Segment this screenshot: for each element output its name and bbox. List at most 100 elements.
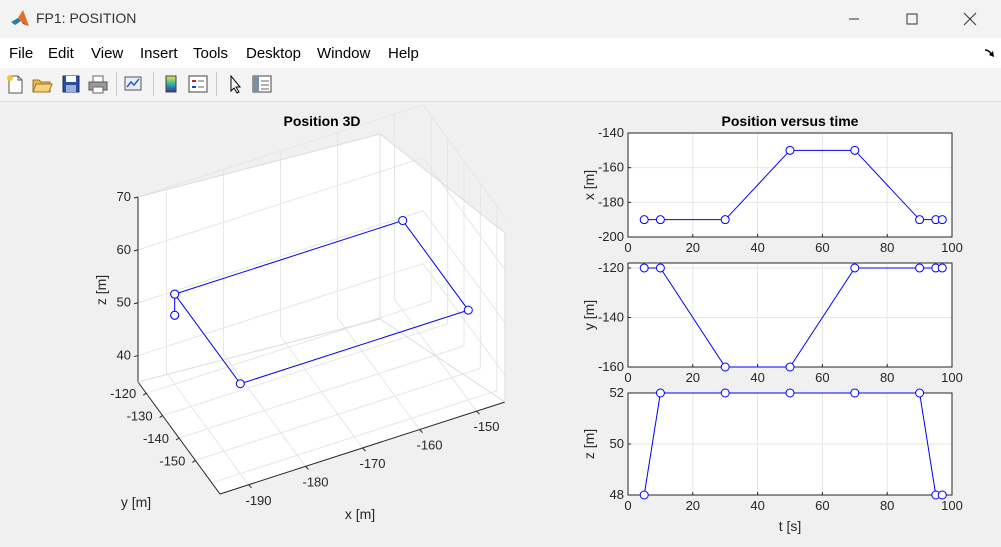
time-tick-label: 0 — [624, 498, 631, 513]
time-tick-label: 0 — [624, 370, 631, 385]
z-tick-label: 50 — [117, 295, 131, 310]
toolbar-separator — [153, 72, 154, 96]
menu-bar: File Edit View Insert Tools Desktop Wind… — [0, 38, 1001, 68]
plot-3d-title: Position 3D — [283, 113, 360, 129]
time-tick-label: 60 — [815, 370, 829, 385]
series-marker — [720, 388, 730, 398]
minimize-icon — [849, 18, 859, 20]
time-tick-label: 20 — [686, 240, 700, 255]
maximize-icon — [906, 13, 918, 25]
time-tick-label: 60 — [815, 498, 829, 513]
x-axis-label: x [m] — [345, 506, 375, 522]
z-time-ylabel: z [m] — [581, 429, 597, 459]
figure-canvas: -190 -180 -170 -160 -150 -120 -130 -140 -150 40 50… — [0, 102, 1001, 542]
z-vs-time-axes[interactable]: z [m] t [s] 0 20 40 60 80 100 48 50 52 — [581, 385, 963, 534]
time-tick-label: 100 — [941, 370, 963, 385]
y-time-ylabel: y [m] — [581, 300, 597, 330]
series-marker — [655, 215, 665, 225]
time-tick-label: 80 — [880, 498, 894, 513]
series-marker — [915, 263, 925, 273]
figure-plots: -190 -180 -170 -160 -150 -120 -130 -140 -150 40 50… — [93, 104, 963, 534]
series-marker — [720, 215, 730, 225]
series-marker — [850, 263, 860, 273]
z-tick-label: 70 — [117, 189, 131, 204]
save-icon[interactable] — [60, 73, 82, 95]
series-marker — [785, 362, 795, 372]
value-tick-label: -160 — [598, 160, 624, 175]
property-inspector-icon[interactable] — [251, 73, 273, 95]
time-tick-label: 20 — [686, 370, 700, 385]
value-tick-label: 48 — [610, 487, 624, 502]
series-marker — [785, 388, 795, 398]
dock-figure-icon[interactable] — [983, 47, 995, 59]
value-tick-label: -120 — [598, 260, 624, 275]
title-bar: FP1: POSITION — [0, 0, 1001, 38]
toolbar-separator — [216, 72, 217, 96]
edit-plot-pointer-icon[interactable] — [224, 73, 246, 95]
value-tick-label: 52 — [610, 385, 624, 400]
time-tick-label: 80 — [880, 370, 894, 385]
series-marker — [850, 145, 860, 155]
link-plot-icon[interactable] — [122, 73, 144, 95]
value-tick-label: -140 — [598, 125, 624, 140]
series-marker — [785, 145, 795, 155]
series-marker — [639, 263, 649, 273]
window-title: FP1: POSITION — [36, 10, 137, 26]
open-file-icon[interactable] — [31, 73, 53, 95]
y-tick-label: -120 — [110, 386, 136, 401]
z-tick-label: 40 — [117, 348, 131, 363]
x-tick-label: -190 — [245, 493, 271, 508]
series-marker — [915, 215, 925, 225]
figure-toolbar — [0, 68, 1001, 102]
series-marker — [850, 388, 860, 398]
menu-file[interactable]: File — [9, 45, 34, 62]
insert-colorbar-icon[interactable] — [160, 73, 182, 95]
menu-insert[interactable]: Insert — [140, 45, 178, 62]
matlab-logo-icon — [11, 10, 29, 26]
new-figure-icon[interactable] — [4, 73, 26, 95]
y-axis-label: y [m] — [121, 494, 151, 510]
series-marker — [655, 388, 665, 398]
menu-desktop[interactable]: Desktop — [246, 45, 302, 62]
close-icon — [963, 12, 977, 26]
series-marker — [937, 263, 947, 273]
series-marker — [639, 490, 649, 500]
time-plots-title: Position versus time — [722, 113, 859, 129]
y-vs-time-axes[interactable]: y [m] 0 20 40 60 80 100 -160 -140 -120 — [581, 260, 963, 385]
series-marker — [720, 362, 730, 372]
minimize-button[interactable] — [831, 0, 877, 38]
trajectory-3d-marker — [170, 289, 180, 299]
value-tick-label: -160 — [598, 359, 624, 374]
trajectory-3d-marker — [463, 305, 473, 315]
maximize-button[interactable] — [889, 0, 935, 38]
series-marker — [915, 388, 925, 398]
trajectory-3d-marker — [235, 379, 245, 389]
menu-edit[interactable]: Edit — [48, 45, 74, 62]
menu-view[interactable]: View — [91, 45, 124, 62]
x-tick-label: -180 — [302, 474, 328, 489]
value-tick-label: 50 — [610, 436, 624, 451]
time-tick-label: 0 — [624, 240, 631, 255]
print-icon[interactable] — [87, 73, 109, 95]
time-xlabel: t [s] — [779, 518, 802, 534]
x-vs-time-axes[interactable]: Position versus time x [m] 0 20 40 60 80 100 -… — [581, 113, 963, 255]
value-tick-label: -200 — [598, 229, 624, 244]
x-tick-label: -150 — [473, 419, 499, 434]
menu-window[interactable]: Window — [317, 45, 371, 62]
x-tick-label: -170 — [359, 456, 385, 471]
time-tick-label: 20 — [686, 498, 700, 513]
position-3d-axes[interactable]: -190 -180 -170 -160 -150 -120 -130 -140 -150 40 50… — [93, 104, 506, 522]
menu-tools[interactable]: Tools — [193, 45, 229, 62]
x-tick-label: -160 — [416, 438, 442, 453]
z-tick-label: 60 — [117, 242, 131, 257]
y-tick-label: -130 — [127, 409, 153, 424]
time-tick-label: 100 — [941, 240, 963, 255]
time-tick-label: 80 — [880, 240, 894, 255]
close-button[interactable] — [947, 0, 993, 38]
y-tick-label: -140 — [143, 431, 169, 446]
menu-help[interactable]: Help — [388, 45, 419, 62]
toolbar-separator — [116, 72, 117, 96]
time-tick-label: 40 — [750, 240, 764, 255]
series-marker — [937, 490, 947, 500]
insert-legend-icon[interactable] — [187, 73, 209, 95]
